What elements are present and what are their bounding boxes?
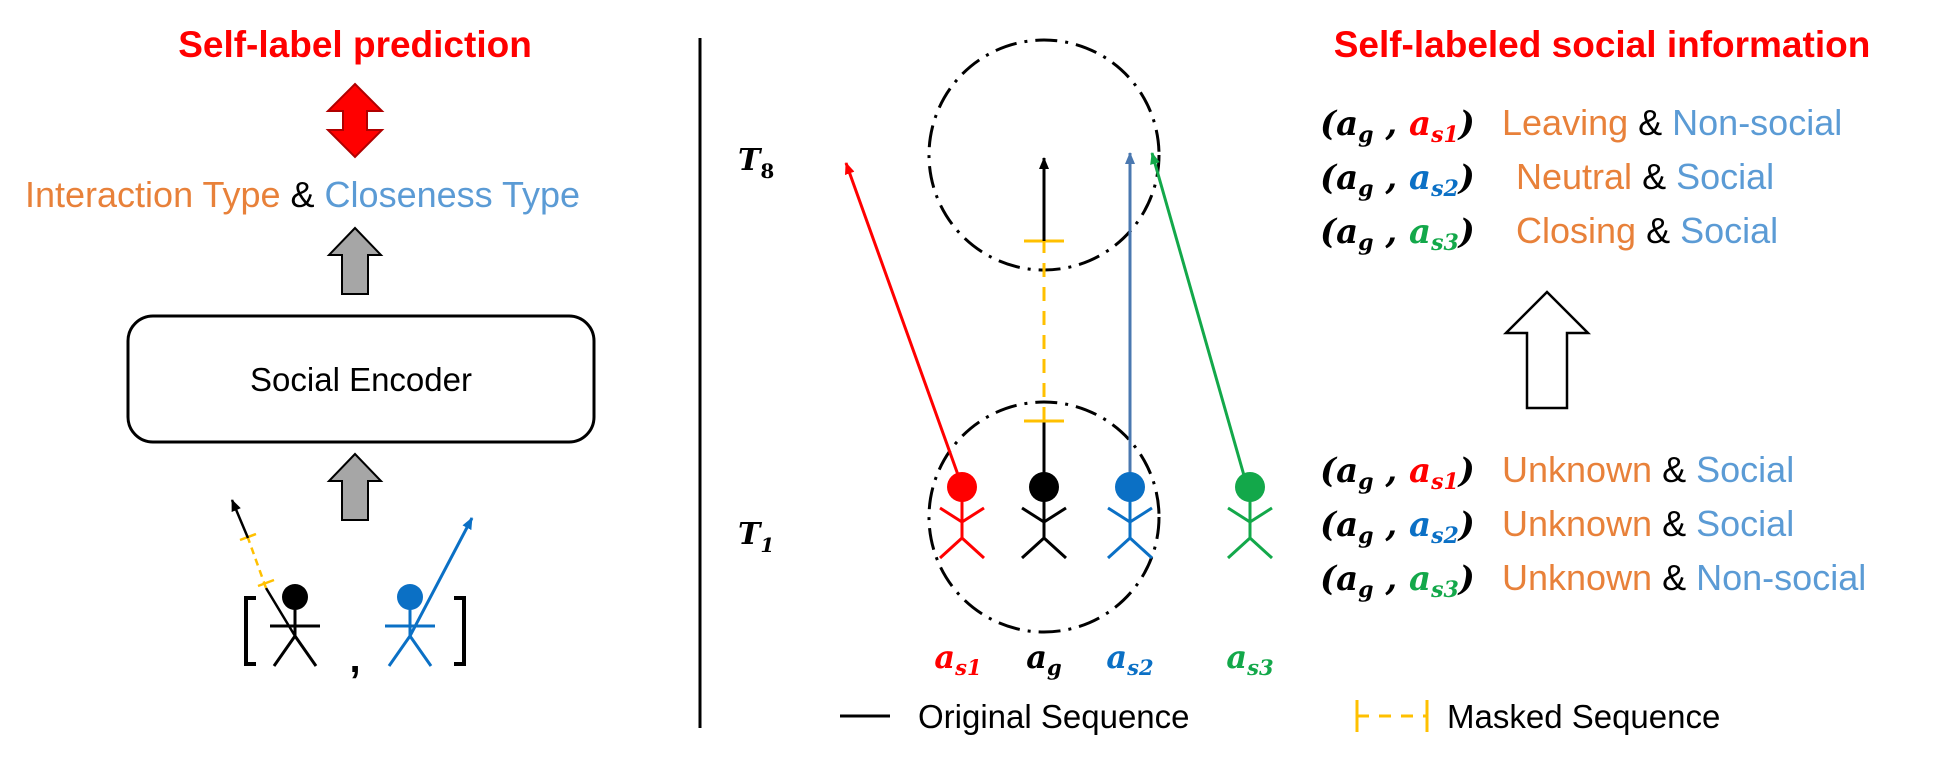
pair-comma: , xyxy=(349,637,360,681)
svg-text:(ag , as1): (ag , as1) xyxy=(1320,451,1475,495)
white-up-arrow-icon xyxy=(1502,290,1592,410)
svg-text:(ag , as3): (ag , as3) xyxy=(1320,559,1475,603)
right-bracket xyxy=(454,596,466,666)
gray-up-arrow-icon xyxy=(326,226,384,295)
agent-figure-ag xyxy=(1020,472,1068,560)
social-encoder-box xyxy=(126,314,596,444)
agent-label-s1: as1 xyxy=(934,638,981,680)
svg-text:Leaving & Non-social: Leaving & Non-social xyxy=(1502,102,1842,143)
input-row: (ag , as2) Unknown & Social xyxy=(1320,503,1794,549)
agent-label-s3: as3 xyxy=(1226,638,1273,680)
agent-figure-s2 xyxy=(1106,472,1154,560)
agent-figure-s3 xyxy=(1226,472,1274,560)
input-row: (ag , as3) Unknown & Non-social xyxy=(1320,557,1866,603)
interaction-type-label: Interaction Type xyxy=(25,174,281,215)
legend-masked-swatch xyxy=(1355,700,1429,732)
left-title: Self-label prediction xyxy=(178,24,532,65)
middle-panel: T8 T1 xyxy=(738,38,1720,735)
time-label-top: T8 xyxy=(738,143,774,183)
svg-text:(ag , as2): (ag , as2) xyxy=(1320,505,1475,549)
black-agent-figure xyxy=(230,499,320,667)
svg-text:Closing & Social: Closing & Social xyxy=(1516,210,1778,251)
current-region-circle xyxy=(927,400,1161,634)
trajectory-arrow-s3 xyxy=(1150,152,1249,487)
svg-text:Unknown & Social: Unknown & Social xyxy=(1502,503,1794,544)
left-bracket xyxy=(244,596,256,666)
svg-text:Unknown & Social: Unknown & Social xyxy=(1502,449,1794,490)
svg-text:(ag , as1): (ag , as1) xyxy=(1320,104,1475,148)
legend: Original Sequence Masked Sequence xyxy=(840,698,1720,735)
svg-text:(ag , as2): (ag , as2) xyxy=(1320,158,1475,202)
svg-text:Unknown & Non-social: Unknown & Non-social xyxy=(1502,557,1866,598)
output-row: (ag , as3) Closing & Social xyxy=(1320,210,1778,256)
legend-masked-label: Masked Sequence xyxy=(1447,698,1720,735)
red-double-arrow-icon xyxy=(325,82,385,159)
closeness-type-label: Closeness Type xyxy=(325,174,580,215)
svg-text:Neutral & Social: Neutral & Social xyxy=(1516,156,1774,197)
svg-text:(ag , as3): (ag , as3) xyxy=(1320,212,1475,256)
agent-label-ag: ag xyxy=(1026,638,1061,680)
output-row: (ag , as1) Leaving & Non-social xyxy=(1320,102,1842,148)
right-panel: Self-labeled social information (ag , as… xyxy=(1320,24,1870,603)
right-title: Self-labeled social information xyxy=(1334,24,1871,65)
input-row: (ag , as1) Unknown & Social xyxy=(1320,449,1794,495)
left-panel: Self-label prediction Interaction Type &… xyxy=(25,24,596,681)
trajectory-arrow-s1 xyxy=(844,162,964,487)
social-encoder-label: Social Encoder xyxy=(250,361,472,398)
interaction-closeness-line: Interaction Type & Closeness Type xyxy=(25,174,580,215)
output-row: (ag , as2) Neutral & Social xyxy=(1320,156,1774,202)
agent-label-s2: as2 xyxy=(1106,638,1153,680)
gray-up-arrow-icon xyxy=(326,452,384,521)
blue-agent-figure xyxy=(385,517,474,667)
time-label-bottom: T1 xyxy=(738,517,774,557)
amp-symbol: & xyxy=(291,174,315,215)
legend-original-label: Original Sequence xyxy=(918,698,1190,735)
agent-figure-s1 xyxy=(938,472,986,560)
